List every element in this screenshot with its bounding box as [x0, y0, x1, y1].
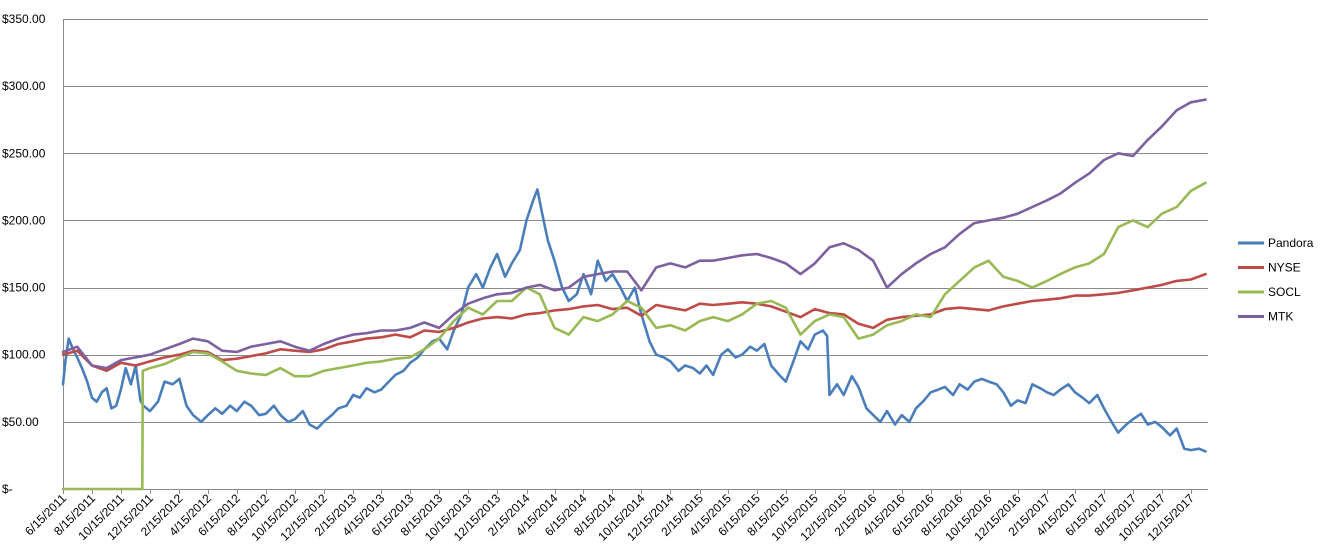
legend: Pandora NYSE SOCL MTK — [1238, 236, 1314, 324]
legend-label: NYSE — [1268, 261, 1301, 275]
legend-label: Pandora — [1268, 236, 1314, 250]
y-axis-labels: $- $50.00 $100.00 $150.00 $200.00 $250.00 $300… — [2, 12, 46, 496]
y-tick-label: $250.00 — [2, 146, 46, 160]
series-lines — [61, 98, 1207, 491]
y-tick-label: $- — [2, 482, 13, 496]
y-tick-label: $100.00 — [2, 348, 46, 362]
legend-item-pandora: Pandora — [1238, 236, 1314, 250]
y-tick-label: $50.00 — [2, 415, 39, 429]
y-tick-label: $200.00 — [2, 213, 46, 227]
legend-item-nyse: NYSE — [1238, 261, 1301, 275]
legend-label: SOCL — [1268, 285, 1301, 299]
legend-item-mtk: MTK — [1238, 310, 1293, 324]
series-line-pandora — [61, 188, 1207, 453]
series-line-socl — [61, 181, 1207, 491]
legend-item-socl: SOCL — [1238, 285, 1301, 299]
gridlines — [63, 19, 1208, 494]
legend-label: MTK — [1268, 310, 1293, 324]
y-tick-label: $350.00 — [2, 12, 46, 26]
y-tick-label: $150.00 — [2, 281, 46, 295]
x-axis-labels: 6/15/20118/15/201110/15/201112/15/20112/… — [22, 491, 1197, 544]
series-line-nyse — [61, 272, 1207, 373]
series-line-mtk — [61, 98, 1207, 370]
y-tick-label: $300.00 — [2, 79, 46, 93]
